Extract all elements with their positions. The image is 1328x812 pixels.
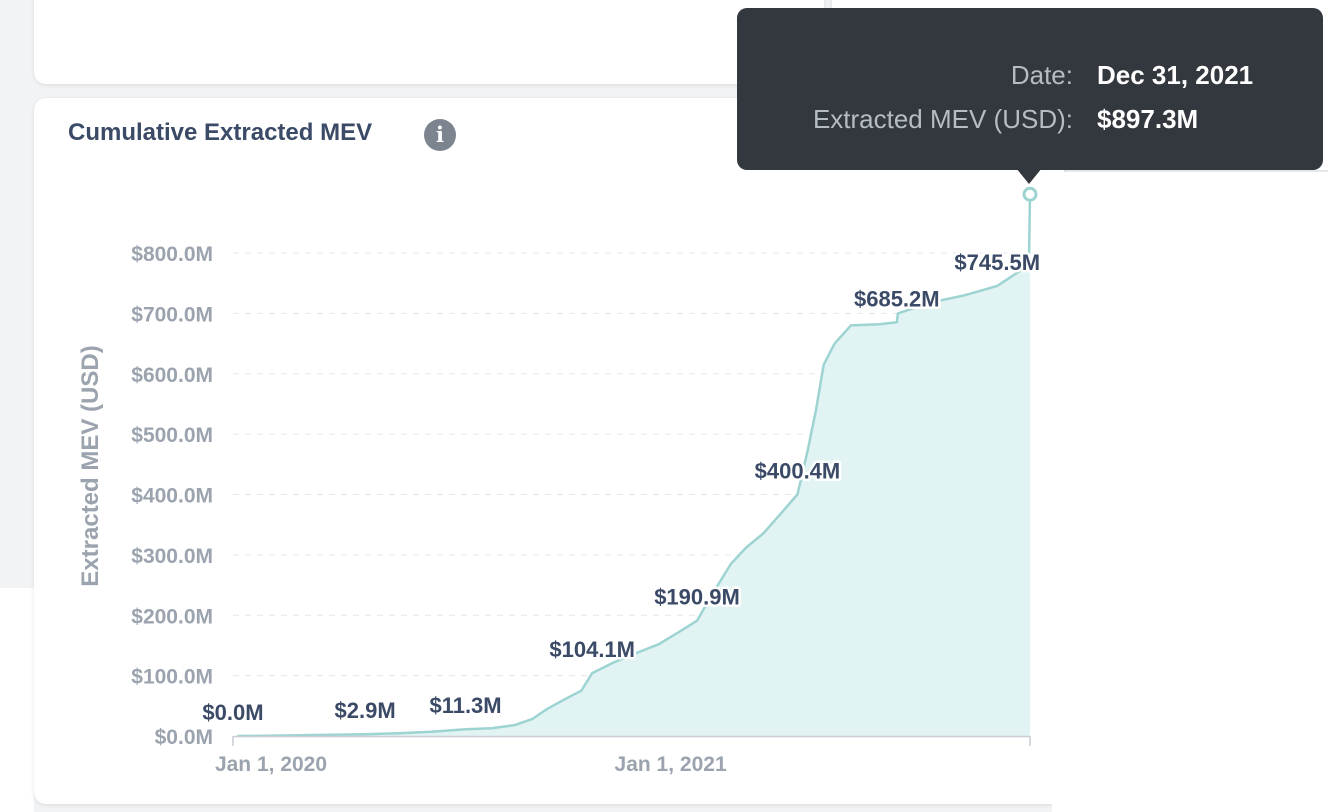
tooltip-date-label: Date: bbox=[1010, 60, 1073, 90]
y-tick-label: $100.0M bbox=[131, 666, 213, 689]
y-axis-title: Extracted MEV (USD) bbox=[77, 345, 104, 586]
summary-card-top bbox=[34, 0, 824, 84]
tooltip-date-value: Dec 31, 2021 bbox=[1097, 60, 1254, 90]
data-label: $0.0M bbox=[202, 700, 263, 725]
chart-hover-marker bbox=[1022, 186, 1038, 202]
y-tick-label: $700.0M bbox=[131, 303, 213, 326]
y-tick-label: $600.0M bbox=[131, 364, 213, 387]
y-tick-label: $400.0M bbox=[131, 485, 213, 508]
y-tick-label: $0.0M bbox=[155, 726, 213, 749]
x-tick-label: Jan 1, 2020 bbox=[215, 753, 327, 776]
data-label: $190.9M bbox=[654, 585, 740, 610]
y-tick-label: $300.0M bbox=[131, 545, 213, 568]
tooltip-arrow bbox=[1016, 168, 1042, 184]
chart-axes: $0.0M $100.0M $200.0M $300.0M $400.0M $500.0M… bbox=[77, 243, 1031, 776]
series-line bbox=[237, 194, 1032, 738]
y-tick-label: $200.0M bbox=[131, 605, 213, 628]
adjacent-card bbox=[1052, 172, 1328, 812]
data-label: $685.2M bbox=[854, 286, 940, 311]
y-tick-label: $500.0M bbox=[131, 424, 213, 447]
chart-data-labels: $0.0M $2.9M $11.3M $104.1M $190.9M $400.4M $68… bbox=[200, 247, 1043, 727]
info-icon[interactable]: i bbox=[424, 119, 456, 151]
tooltip-metric-label: Extracted MEV (USD): bbox=[812, 104, 1073, 134]
y-tick-label: $800.0M bbox=[131, 243, 213, 266]
chart-title: Cumulative Extracted MEV bbox=[68, 119, 373, 146]
hover-point bbox=[1022, 186, 1038, 202]
chart-tooltip: Date: Dec 31, 2021 Extracted MEV (USD): … bbox=[737, 8, 1323, 170]
data-label: $104.1M bbox=[549, 637, 635, 662]
data-label: $745.5M bbox=[954, 250, 1040, 275]
page-background-strip bbox=[0, 588, 34, 812]
data-label: $400.4M bbox=[755, 458, 841, 483]
data-label: $2.9M bbox=[335, 698, 396, 723]
tooltip-metric-value: $897.3M bbox=[1097, 104, 1199, 134]
series-area-fill bbox=[237, 194, 1030, 737]
data-label: $11.3M bbox=[429, 693, 501, 718]
chart-area bbox=[237, 194, 1032, 738]
x-tick-label: Jan 1, 2021 bbox=[615, 753, 727, 776]
